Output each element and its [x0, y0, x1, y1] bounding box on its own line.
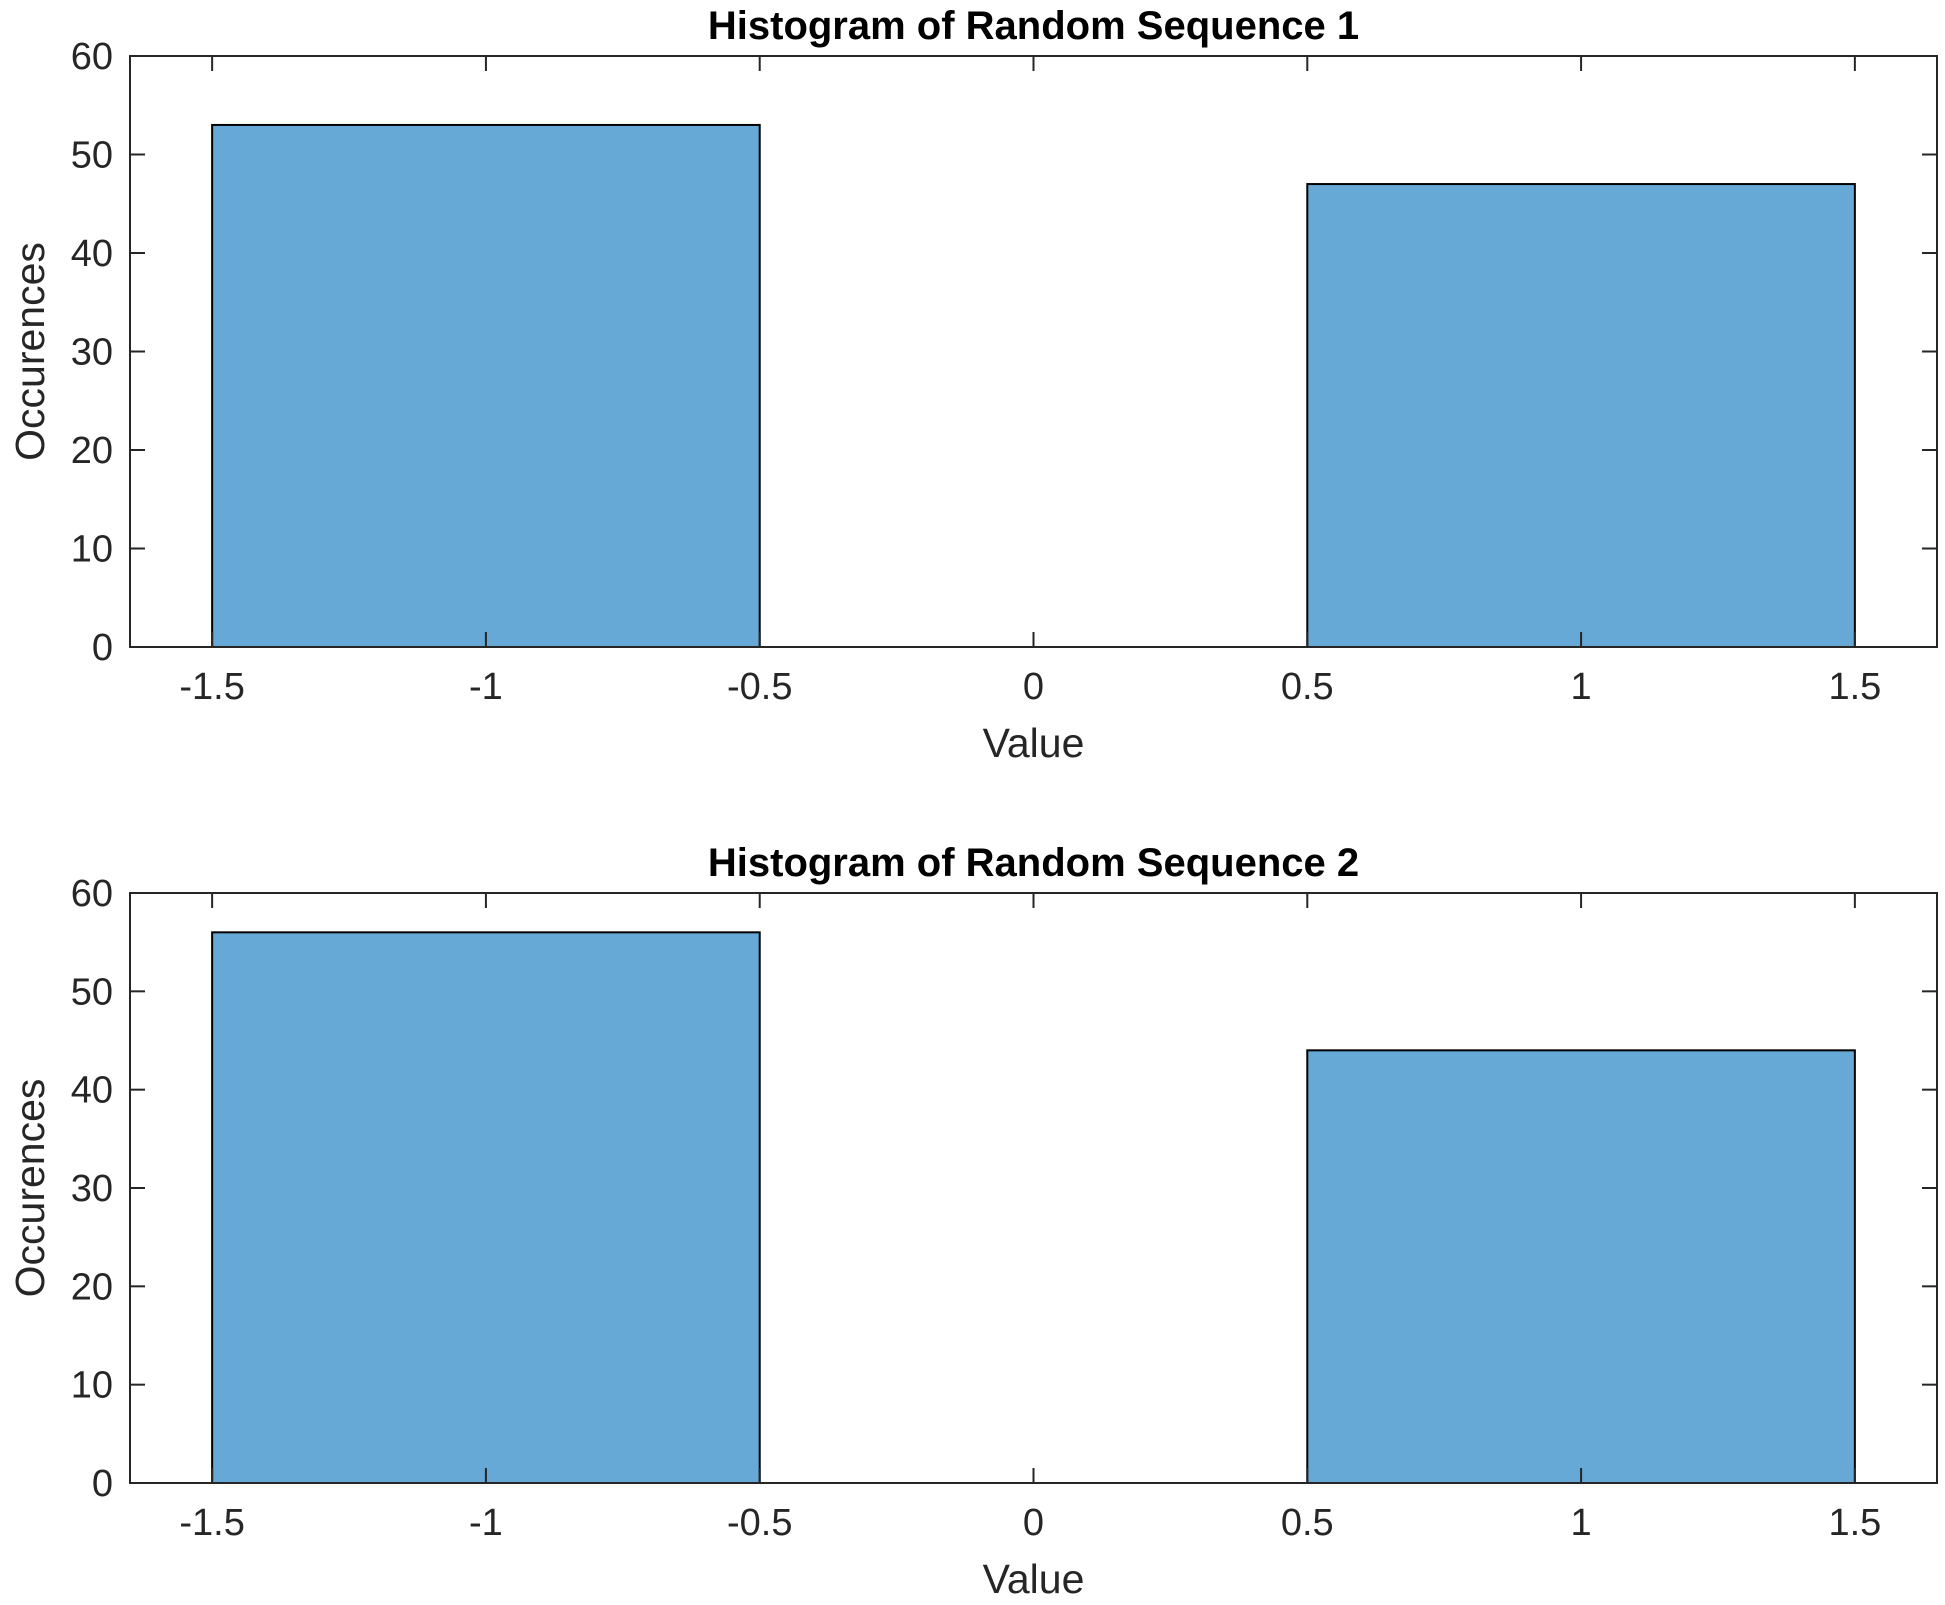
- y-tick-label: 10: [71, 529, 113, 571]
- histogram-bar-0: [211, 123, 761, 648]
- chart-title: Histogram of Random Sequence 1: [708, 4, 1359, 48]
- x-axis-label: Value: [983, 720, 1085, 766]
- y-tick-label: 30: [71, 1168, 113, 1210]
- x-tick-label: -1.5: [179, 1502, 244, 1544]
- x-axis-label: Value: [983, 1556, 1085, 1602]
- x-tick-label: -0.5: [727, 666, 792, 708]
- subplot-top: Histogram of Random Sequence 1 -1.5 -1 -0.…: [7, 4, 1938, 766]
- histogram-bar-2: [1306, 183, 1856, 649]
- y-tick-label: 20: [71, 430, 113, 472]
- x-tick-label: 0.5: [1281, 1502, 1334, 1544]
- y-tick-label: 0: [92, 1463, 113, 1505]
- x-tick-label: -1.5: [179, 666, 244, 708]
- bars-group: [211, 123, 1856, 649]
- x-tick-label: -1: [469, 666, 503, 708]
- x-tick-label: 1: [1571, 1502, 1592, 1544]
- x-tick-label: 1: [1571, 666, 1592, 708]
- ticks-group: -1.5 -1 -0.5 0 0.5 1 1.5 0 10 20 30 40 50 60: [71, 36, 1937, 708]
- histogram-bar-0: [211, 931, 761, 1484]
- y-tick-label: 20: [71, 1266, 113, 1308]
- y-axis-label: Occurences: [7, 242, 53, 461]
- y-tick-label: 40: [71, 1070, 113, 1112]
- y-tick-label: 40: [71, 233, 113, 275]
- y-tick-label: 60: [71, 873, 113, 915]
- bars-group: [211, 931, 1856, 1485]
- y-tick-label: 10: [71, 1365, 113, 1407]
- x-tick-label: -1: [469, 1502, 503, 1544]
- ticks-group: -1.5 -1 -0.5 0 0.5 1 1.5 0 10 20 30 40 50 60: [71, 873, 1937, 1544]
- subplot-bottom: Histogram of Random Sequence 2 -1.5 -1 -0.…: [7, 841, 1938, 1602]
- x-tick-label: 1.5: [1828, 1502, 1881, 1544]
- y-tick-label: 50: [71, 971, 113, 1013]
- y-tick-label: 30: [71, 332, 113, 374]
- chart-title: Histogram of Random Sequence 2: [708, 841, 1359, 885]
- y-axis-label: Occurences: [7, 1079, 53, 1298]
- x-tick-label: -0.5: [727, 1502, 792, 1544]
- y-tick-label: 50: [71, 135, 113, 177]
- x-tick-label: 0: [1023, 1502, 1044, 1544]
- y-tick-label: 0: [92, 627, 113, 669]
- y-tick-label: 60: [71, 36, 113, 78]
- x-tick-label: 0.5: [1281, 666, 1334, 708]
- x-tick-label: 1.5: [1828, 666, 1881, 708]
- histogram-bar-2: [1306, 1049, 1856, 1485]
- x-tick-label: 0: [1023, 666, 1044, 708]
